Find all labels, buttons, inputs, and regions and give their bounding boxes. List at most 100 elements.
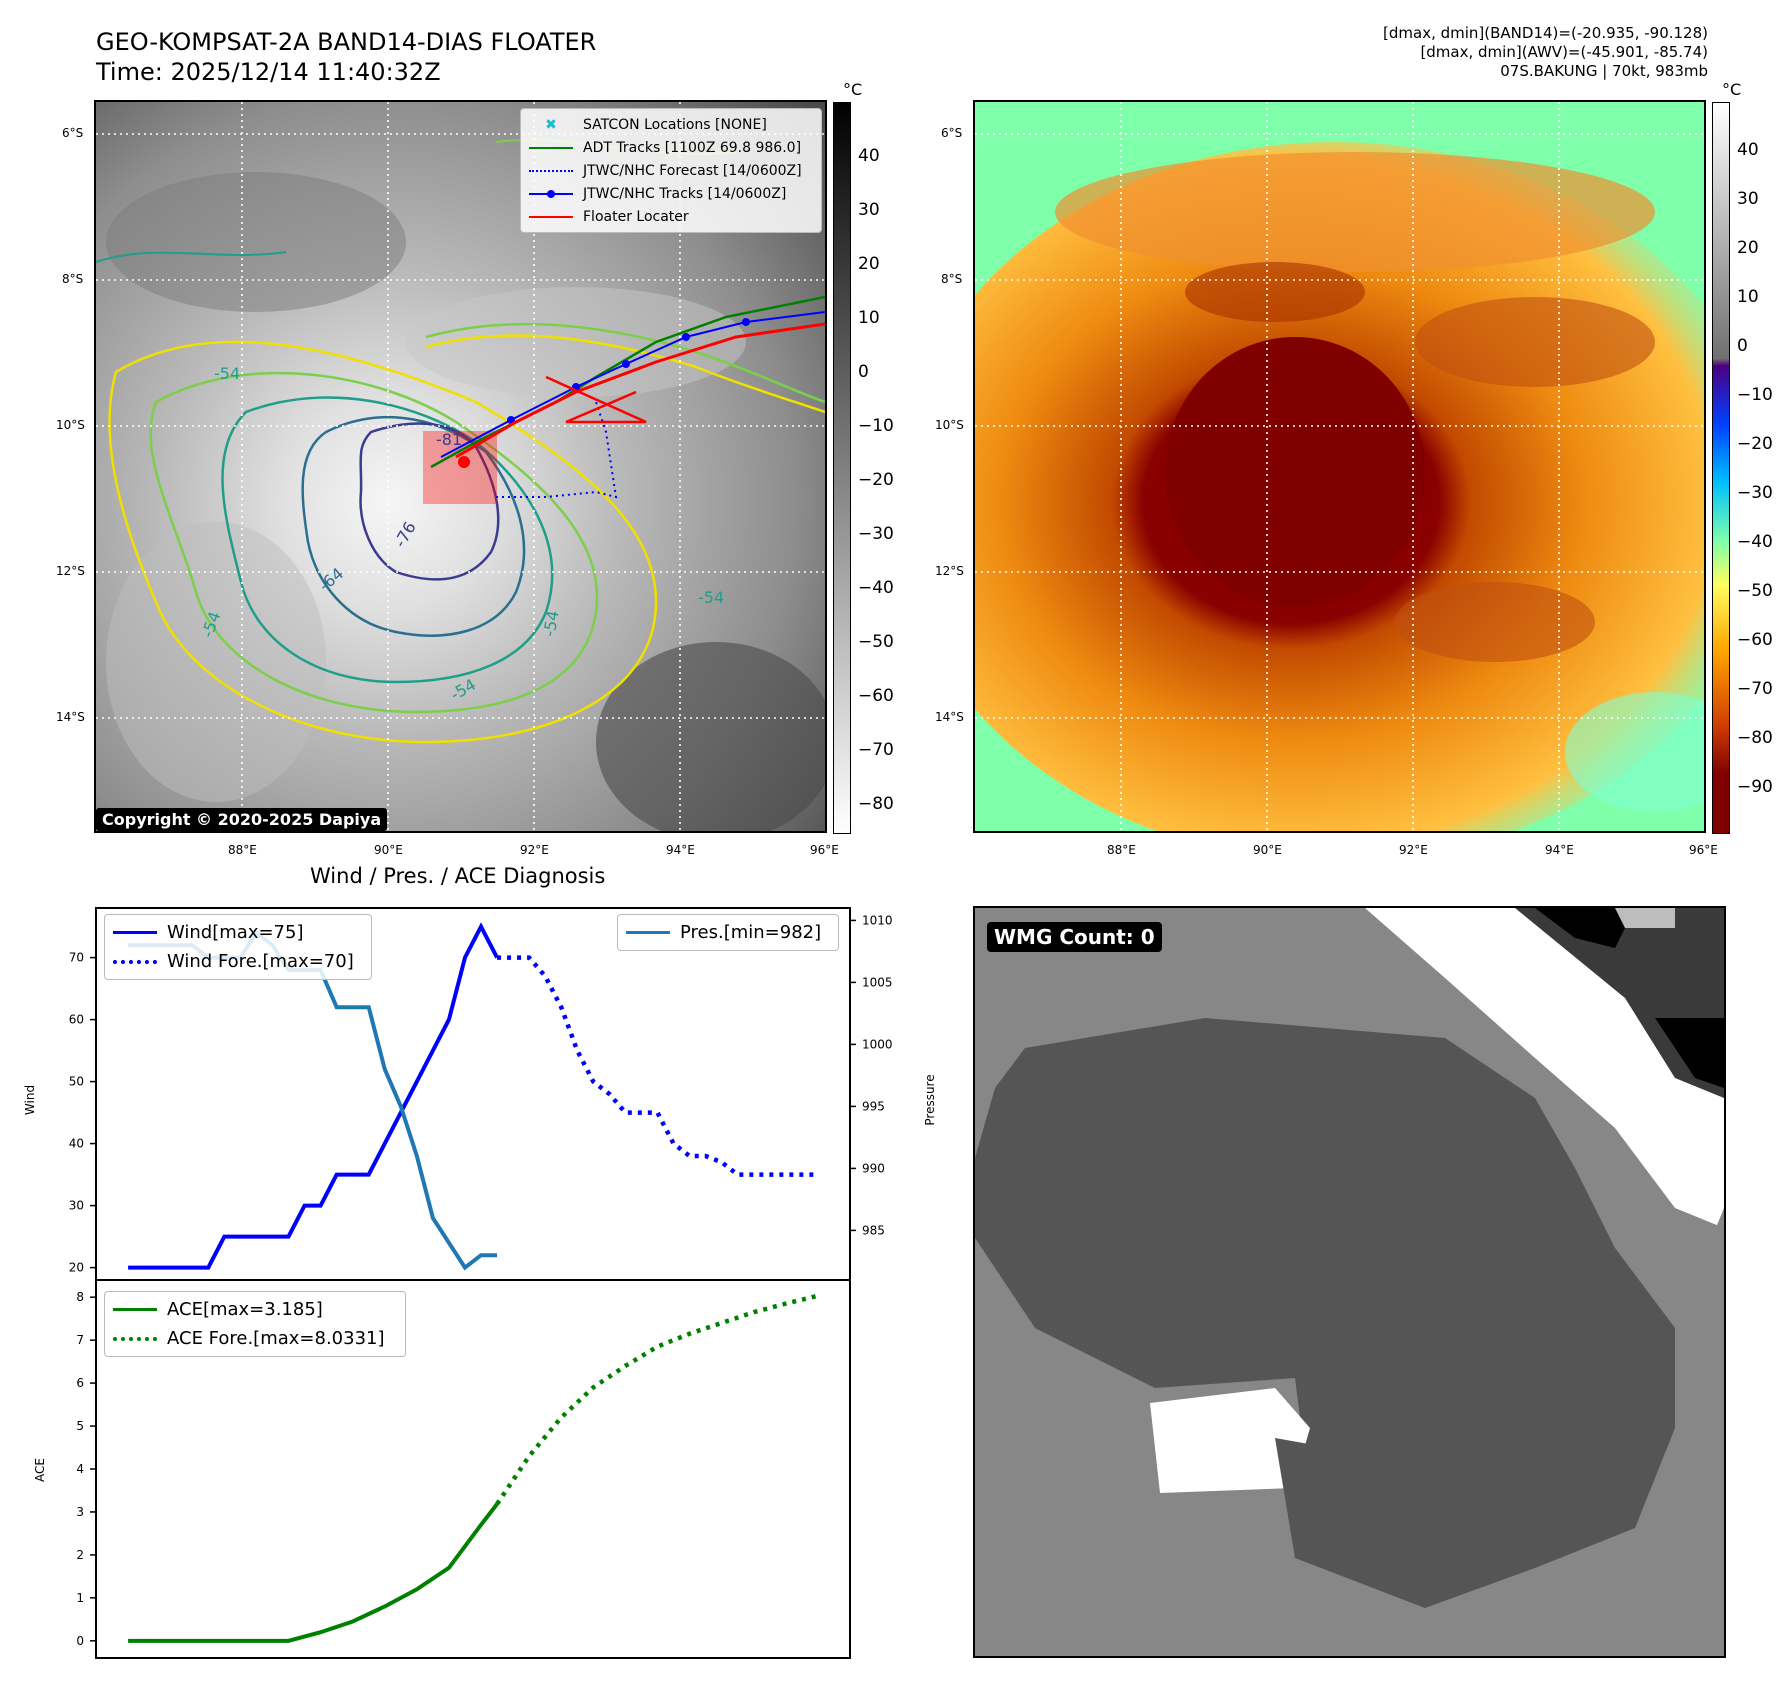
colorbar-tick: −20 bbox=[1737, 434, 1773, 454]
y-tick-label: 6 bbox=[76, 1376, 84, 1390]
dot-line-icon bbox=[529, 189, 573, 198]
colorbar-tick: 30 bbox=[1737, 189, 1759, 209]
legend-label: ACE Fore.[max=8.0331] bbox=[167, 1328, 385, 1349]
colorbar-tick: 30 bbox=[858, 200, 880, 220]
pressure-y-axis-label: Pressure bbox=[923, 1074, 937, 1125]
colorbar-tick: 0 bbox=[858, 362, 869, 382]
colorbar-tick: 40 bbox=[1737, 140, 1759, 160]
y-tick-label: 40 bbox=[69, 1137, 84, 1151]
colorbar-tick: −10 bbox=[858, 416, 894, 436]
colorbar-tick: 20 bbox=[1737, 238, 1759, 258]
ir-colorbar-unit: °C bbox=[843, 80, 863, 99]
color-colorbar-ticks: 40 30 20 10 0 −10 −20 −30 −40 −50 −60 −7… bbox=[1737, 0, 1788, 1690]
wind-y-ticks: 20 30 40 50 60 70 bbox=[69, 951, 96, 1275]
y-tick-label: 990 bbox=[862, 1161, 885, 1175]
copyright-badge: Copyright © 2020-2025 Dapiya bbox=[96, 808, 388, 831]
legend-label: Pres.[min=982] bbox=[680, 922, 822, 943]
y-tick-label: 3 bbox=[76, 1505, 84, 1519]
lon-tick-label: 96°E bbox=[810, 843, 839, 857]
contour-label: -54 bbox=[214, 364, 241, 383]
legend-item-wind-fore: Wind Fore.[max=70] bbox=[105, 947, 371, 976]
colorbar-tick: −50 bbox=[1737, 581, 1773, 601]
colorbar-tick: −70 bbox=[858, 740, 894, 760]
lat-tick-label: 12°S bbox=[56, 564, 85, 578]
y-tick-label: 60 bbox=[69, 1013, 84, 1027]
wind-y-axis-label: Wind bbox=[23, 1085, 37, 1115]
contour-label: -81 bbox=[436, 430, 463, 449]
y-tick-label: 985 bbox=[862, 1223, 885, 1237]
lon-tick-label: 88°E bbox=[228, 843, 257, 857]
title-line-1: GEO-KOMPSAT-2A BAND14-DIAS FLOATER bbox=[96, 28, 597, 56]
lon-tick-label: 94°E bbox=[666, 843, 695, 857]
colorbar-tick: −10 bbox=[1737, 385, 1773, 405]
y-tick-label: 1000 bbox=[862, 1037, 893, 1051]
ace-forecast-series-line bbox=[495, 1293, 819, 1506]
y-tick-label: 5 bbox=[76, 1419, 84, 1433]
legend-item-satcon: ✖ SATCON Locations [NONE] bbox=[521, 113, 821, 136]
diagnosis-title: Wind / Pres. / ACE Diagnosis bbox=[310, 864, 606, 888]
wmg-image bbox=[975, 908, 1724, 1656]
dotted-line-icon bbox=[529, 169, 573, 172]
lon-tick-label: 92°E bbox=[520, 843, 549, 857]
solid-line-icon bbox=[529, 215, 573, 218]
solid-line-icon bbox=[626, 931, 670, 934]
legend-item-adt: ADT Tracks [1100Z 69.8 986.0] bbox=[521, 136, 821, 159]
colorbar-tick: −80 bbox=[1737, 728, 1773, 748]
pressure-legend: Pres.[min=982] bbox=[617, 914, 839, 951]
legend-label: ADT Tracks [1100Z 69.8 986.0] bbox=[583, 139, 802, 156]
y-tick-label: 2 bbox=[76, 1548, 84, 1562]
y-tick-label: 70 bbox=[69, 951, 84, 965]
colorbar-tick: 0 bbox=[1737, 336, 1748, 356]
y-tick-label: 1010 bbox=[862, 913, 893, 927]
info-block: [dmax, dmin](BAND14)=(-20.935, -90.128) … bbox=[1383, 24, 1708, 81]
colorbar-tick: −80 bbox=[858, 794, 894, 814]
y-tick-label: 7 bbox=[76, 1333, 84, 1347]
ir-legend: ✖ SATCON Locations [NONE] ADT Tracks [11… bbox=[520, 108, 822, 233]
lon-tick-label: 94°E bbox=[1545, 843, 1574, 857]
lat-tick-label: 10°S bbox=[56, 418, 85, 432]
y-tick-label: 995 bbox=[862, 1099, 885, 1113]
ace-legend: ACE[max=3.185] ACE Fore.[max=8.0331] bbox=[104, 1291, 406, 1357]
lon-tick-label: 90°E bbox=[374, 843, 403, 857]
colorbar-tick: −30 bbox=[858, 524, 894, 544]
legend-item-wind: Wind[max=75] bbox=[105, 918, 371, 947]
x-marker-icon: ✖ bbox=[545, 116, 557, 133]
lat-tick-label: 14°S bbox=[56, 710, 85, 724]
legend-label: ACE[max=3.185] bbox=[167, 1299, 323, 1320]
pressure-y-ticks: 985 990 995 1000 1005 1010 bbox=[850, 913, 893, 1237]
lat-tick-label: 10°S bbox=[935, 418, 964, 432]
info-line-1: [dmax, dmin](BAND14)=(-20.935, -90.128) bbox=[1383, 24, 1708, 42]
legend-label: Wind Fore.[max=70] bbox=[167, 951, 354, 972]
lat-tick-label: 12°S bbox=[935, 564, 964, 578]
legend-item-jtwc-tracks: JTWC/NHC Tracks [14/0600Z] bbox=[521, 182, 821, 205]
y-tick-label: 8 bbox=[76, 1290, 84, 1304]
colorbar-tick: −50 bbox=[858, 632, 894, 652]
colorbar-tick: 20 bbox=[858, 254, 880, 274]
color-satellite-panel bbox=[973, 100, 1706, 833]
y-tick-label: 20 bbox=[69, 1261, 84, 1275]
colorbar-tick: −90 bbox=[1737, 777, 1773, 797]
colorbar-tick: 10 bbox=[858, 308, 880, 328]
y-tick-label: 0 bbox=[76, 1634, 84, 1648]
ace-y-ticks: 0 1 2 3 4 5 6 7 8 bbox=[76, 1290, 96, 1648]
ace-y-axis-label: ACE bbox=[33, 1458, 47, 1482]
colorbar-tick: −40 bbox=[1737, 532, 1773, 552]
solid-line-icon bbox=[529, 146, 573, 149]
legend-item-jtwc-forecast: JTWC/NHC Forecast [14/0600Z] bbox=[521, 159, 821, 182]
colorbar-tick: −20 bbox=[858, 470, 894, 490]
title-line-2: Time: 2025/12/14 11:40:32Z bbox=[96, 58, 441, 86]
y-tick-label: 1005 bbox=[862, 975, 893, 989]
color-image bbox=[975, 102, 1704, 831]
dotted-line-icon bbox=[113, 959, 157, 964]
legend-label: Floater Locater bbox=[583, 208, 689, 225]
lon-tick-label: 88°E bbox=[1107, 843, 1136, 857]
ace-series-line bbox=[128, 1502, 499, 1643]
y-tick-label: 4 bbox=[76, 1462, 84, 1476]
color-colorbar bbox=[1712, 102, 1730, 834]
colorbar-tick: −60 bbox=[1737, 630, 1773, 650]
y-tick-label: 50 bbox=[69, 1075, 84, 1089]
wind-series-line bbox=[128, 922, 499, 1270]
colorbar-tick: −60 bbox=[858, 686, 894, 706]
legend-label: Wind[max=75] bbox=[167, 922, 304, 943]
info-line-3: 07S.BAKUNG | 70kt, 983mb bbox=[1500, 62, 1708, 80]
